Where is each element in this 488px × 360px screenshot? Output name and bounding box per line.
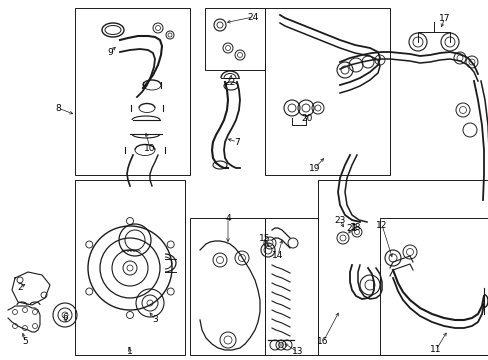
- Text: 23: 23: [334, 216, 345, 225]
- Text: 12: 12: [376, 220, 387, 230]
- Bar: [264, 218, 317, 355]
- Text: 4: 4: [225, 213, 230, 222]
- Text: 24: 24: [247, 13, 258, 22]
- Text: 20: 20: [301, 113, 312, 122]
- Bar: [75, 8, 190, 175]
- Text: 10: 10: [144, 144, 156, 153]
- Text: 2: 2: [17, 283, 23, 292]
- Text: 18: 18: [349, 222, 361, 231]
- Bar: [190, 218, 264, 355]
- Text: 15: 15: [259, 234, 270, 243]
- Text: 13: 13: [292, 347, 303, 356]
- Text: 22: 22: [224, 77, 235, 86]
- Bar: [317, 180, 488, 355]
- Text: 5: 5: [22, 338, 28, 346]
- Text: 3: 3: [152, 315, 158, 324]
- Text: 16: 16: [317, 338, 328, 346]
- Text: 7: 7: [234, 138, 240, 147]
- Text: 21: 21: [346, 224, 357, 233]
- Text: 17: 17: [438, 14, 450, 23]
- Bar: [75, 180, 184, 355]
- Text: 14: 14: [272, 251, 283, 260]
- Text: 6: 6: [62, 314, 68, 323]
- Text: 9: 9: [107, 48, 113, 57]
- Text: 1: 1: [127, 347, 133, 356]
- Bar: [204, 8, 264, 70]
- Bar: [379, 218, 488, 355]
- Bar: [264, 8, 389, 175]
- Text: 11: 11: [429, 346, 441, 355]
- Text: 19: 19: [308, 163, 320, 172]
- Text: 8: 8: [55, 104, 61, 113]
